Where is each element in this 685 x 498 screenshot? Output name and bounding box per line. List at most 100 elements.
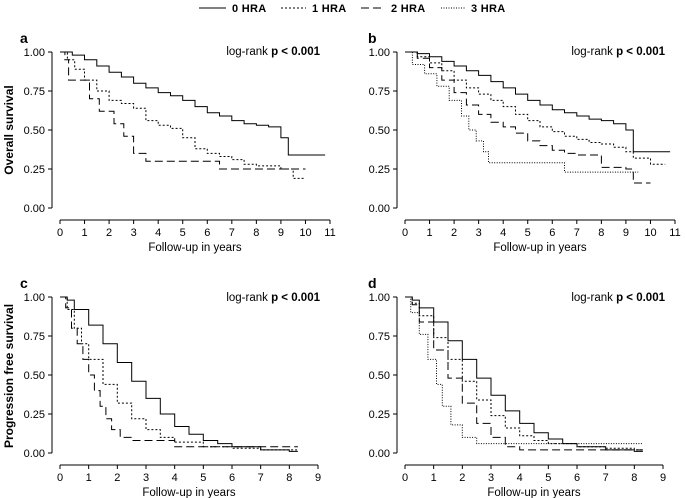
x-axis-d: 0 1 2 3 4 5 6 7 8 9 Follow-up in years [402, 464, 666, 498]
panel-letter-a: a [20, 30, 28, 46]
x-tick-label: 6 [574, 472, 580, 484]
series-line-2-hra [60, 296, 298, 448]
y-tick-label: 0.25 [369, 409, 390, 421]
x-tick-label: 4 [517, 472, 523, 484]
x-tick-label: 6 [549, 227, 555, 239]
panel-letter-d: d [368, 275, 377, 291]
logrank-annotation-b: log-rank p < 0.001 [571, 46, 665, 58]
y-tick-label: 0.75 [24, 86, 45, 98]
y-tick-label: 0.50 [369, 125, 390, 137]
y-tick-label: 1.00 [369, 47, 390, 59]
x-tick-label: 0 [57, 227, 63, 239]
x-tick-label: 7 [229, 227, 235, 239]
logrank-pvalue-d: p < 0.001 [616, 292, 666, 304]
series-line-0-hra [60, 51, 326, 156]
x-axis-label-b: Follow-up in years [493, 242, 587, 254]
logrank-annotation-a: log-rank p < 0.001 [226, 46, 320, 58]
logrank-prefix-d: log-rank [571, 292, 616, 304]
panel-letter-b: b [368, 30, 377, 46]
legend-entry-2: 2 HRA [361, 3, 426, 15]
logrank-pvalue-a: p < 0.001 [271, 46, 321, 58]
y-tick-label: 0.00 [24, 448, 45, 460]
series-line-2-hra [405, 296, 643, 451]
x-axis-label-a: Follow-up in years [148, 242, 242, 254]
x-tick-label: 1 [431, 472, 437, 484]
x-tick-label: 5 [545, 472, 551, 484]
x-tick-label: 4 [172, 472, 178, 484]
series-line-1-hra [405, 296, 643, 451]
y-tick-label: 0.75 [369, 331, 390, 343]
y-axis-a: 0.00 0.25 0.50 0.75 1.00 [24, 47, 53, 215]
x-tick-label: 7 [603, 472, 609, 484]
legend-entry-3: 3 HRA [441, 3, 505, 15]
logrank-prefix-b: log-rank [571, 46, 616, 58]
series-line-0-hra [405, 51, 671, 153]
x-tick-label: 0 [402, 472, 408, 484]
series-line-0-hra [60, 296, 298, 452]
x-tick-label: 0 [402, 227, 408, 239]
x-tick-label: 11 [669, 227, 680, 239]
y-axis-b: 0.00 0.25 0.50 0.75 1.00 [369, 47, 398, 215]
x-tick-label: 0 [57, 472, 63, 484]
x-tick-label: 10 [644, 227, 656, 239]
x-tick-label: 8 [253, 227, 259, 239]
panel-letter-c: c [20, 275, 28, 291]
logrank-pvalue-b: p < 0.001 [616, 46, 666, 58]
x-tick-label: 3 [488, 472, 494, 484]
series-line-1-hra [405, 51, 666, 165]
series-line-1-hra [60, 296, 298, 451]
x-tick-label: 4 [155, 227, 161, 239]
y-tick-label: 0.25 [24, 409, 45, 421]
x-tick-label: 5 [200, 472, 206, 484]
series-line-2-hra [60, 51, 306, 170]
y-tick-label: 0.00 [369, 203, 390, 215]
series-line-2-hra [405, 51, 651, 184]
x-axis-b: 0 1 2 3 4 5 6 7 8 9 10 11 Follow-up in years [402, 219, 681, 254]
y-tick-label: 1.00 [369, 292, 390, 304]
y-tick-label: 0.50 [24, 125, 45, 137]
y-tick-label: 0.00 [24, 203, 45, 215]
x-axis-label-d: Follow-up in years [487, 487, 581, 498]
legend: 0 HRA 1 HRA 2 HRA 3 HRA [199, 3, 505, 15]
logrank-annotation-c: log-rank p < 0.001 [226, 292, 320, 304]
x-tick-label: 6 [204, 227, 210, 239]
y-tick-label: 0.50 [24, 370, 45, 382]
y-tick-label: 0.75 [369, 86, 390, 98]
y-tick-label: 0.50 [369, 370, 390, 382]
y-axis-c: 0.00 0.25 0.50 0.75 1.00 [24, 292, 53, 460]
x-tick-label: 8 [598, 227, 604, 239]
x-axis-c: 0 1 2 3 4 5 6 7 8 9 Follow-up in years [57, 464, 321, 498]
legend-label-2: 2 HRA [391, 3, 426, 15]
x-tick-label: 1 [426, 227, 432, 239]
x-tick-label: 2 [451, 227, 457, 239]
legend-entry-1: 1 HRA [281, 3, 347, 15]
y-tick-label: 1.00 [24, 47, 45, 59]
series-line-3-hra [405, 296, 643, 445]
ylabel-progression-free-survival: Progression free survival [2, 304, 16, 448]
logrank-pvalue-c: p < 0.001 [271, 292, 321, 304]
y-tick-label: 0.25 [369, 164, 390, 176]
logrank-prefix-c: log-rank [226, 292, 271, 304]
legend-label-0: 0 HRA [232, 3, 267, 15]
y-tick-label: 0.25 [24, 164, 45, 176]
y-tick-label: 0.00 [369, 448, 390, 460]
series-line-1-hra [60, 51, 306, 179]
x-tick-label: 8 [286, 472, 292, 484]
legend-label-1: 1 HRA [312, 3, 347, 15]
y-tick-label: 1.00 [24, 292, 45, 304]
x-tick-label: 9 [315, 472, 321, 484]
x-tick-label: 6 [229, 472, 235, 484]
x-tick-label: 7 [574, 227, 580, 239]
logrank-annotation-d: log-rank p < 0.001 [571, 292, 665, 304]
x-tick-label: 9 [623, 227, 629, 239]
x-tick-label: 5 [525, 227, 531, 239]
x-tick-label: 3 [131, 227, 137, 239]
x-tick-label: 2 [459, 472, 465, 484]
x-tick-label: 1 [86, 472, 92, 484]
x-axis-label-c: Follow-up in years [142, 487, 236, 498]
y-axis-d: 0.00 0.25 0.50 0.75 1.00 [369, 292, 398, 460]
legend-entry-0: 0 HRA [199, 3, 267, 15]
